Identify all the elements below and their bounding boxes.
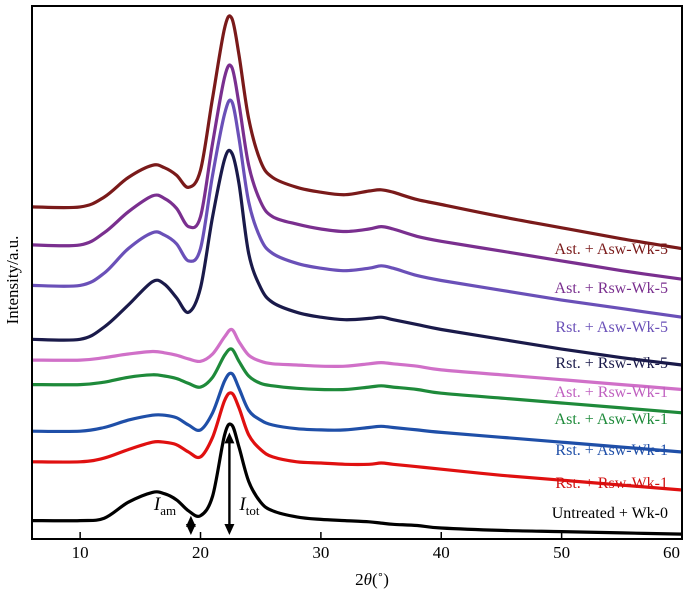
arrow-am-head-down: [185, 524, 196, 535]
series-label-ast-rsw-wk-1: Ast. + Rsw-Wk-1: [555, 384, 668, 401]
series-label-rst-rsw-wk-5: Rst. + Rsw-Wk-5: [555, 355, 668, 372]
series-curves: [31, 14, 683, 536]
series-label-ast-asw-wk-1: Ast. + Asw-Wk-1: [555, 411, 668, 428]
series-label-untreated-wk-0: Untreated + Wk-0: [552, 505, 668, 522]
x-tick-label-60: 60: [663, 543, 680, 562]
series-line-rst-rsw-wk-5: [31, 148, 683, 367]
series-line-rst-asw-wk-5: [31, 98, 683, 319]
x-axis-label-unit: (˚): [372, 570, 389, 589]
intensity-annotations: Iam Itot: [153, 432, 260, 535]
x-tick-label-50: 50: [553, 543, 570, 562]
series-line-ast-rsw-wk-5: [31, 63, 683, 281]
series-label-rst-rsw-wk-1: Rst. + Rsw-Wk-1: [555, 475, 668, 492]
series-labels: Ast. + Asw-Wk-5 Ast. + Rsw-Wk-5 Rst. + Asw…: [552, 241, 668, 522]
series-line-untreated-wk-0: [31, 422, 683, 536]
series-label-ast-rsw-wk-5: Ast. + Rsw-Wk-5: [555, 280, 668, 297]
series-line-ast-asw-wk-5: [31, 14, 683, 251]
x-tick-label-40: 40: [433, 543, 450, 562]
series-line-rst-rsw-wk-1: [31, 391, 683, 492]
x-tick-label-30: 30: [312, 543, 329, 562]
x-axis-label: 2θ(˚): [355, 570, 389, 589]
series-label-ast-asw-wk-5: Ast. + Asw-Wk-5: [555, 241, 668, 258]
series-line-ast-asw-wk-1: [31, 347, 683, 415]
x-tick-label-10: 10: [72, 543, 89, 562]
series-line-ast-rsw-wk-1: [31, 327, 683, 392]
x-axis-ticks: 10 20 30 40 50 60: [72, 532, 683, 562]
annotation-tot: Itot: [238, 494, 259, 518]
arrow-tot-head-down: [224, 524, 235, 535]
x-axis-label-prefix: 2: [355, 570, 364, 589]
arrow-tot-head-up: [224, 432, 235, 444]
plot-frame: [31, 5, 683, 540]
y-axis-label: Intensity/a.u.: [3, 236, 22, 325]
annotation-am: Iam: [153, 494, 176, 518]
series-line-rst-asw-wk-1: [31, 371, 683, 454]
series-label-rst-asw-wk-1: Rst. + Asw-Wk-1: [555, 442, 668, 459]
x-tick-label-20: 20: [192, 543, 209, 562]
series-label-rst-asw-wk-5: Rst. + Asw-Wk-5: [555, 319, 668, 336]
x-axis-label-theta: θ: [364, 570, 372, 589]
